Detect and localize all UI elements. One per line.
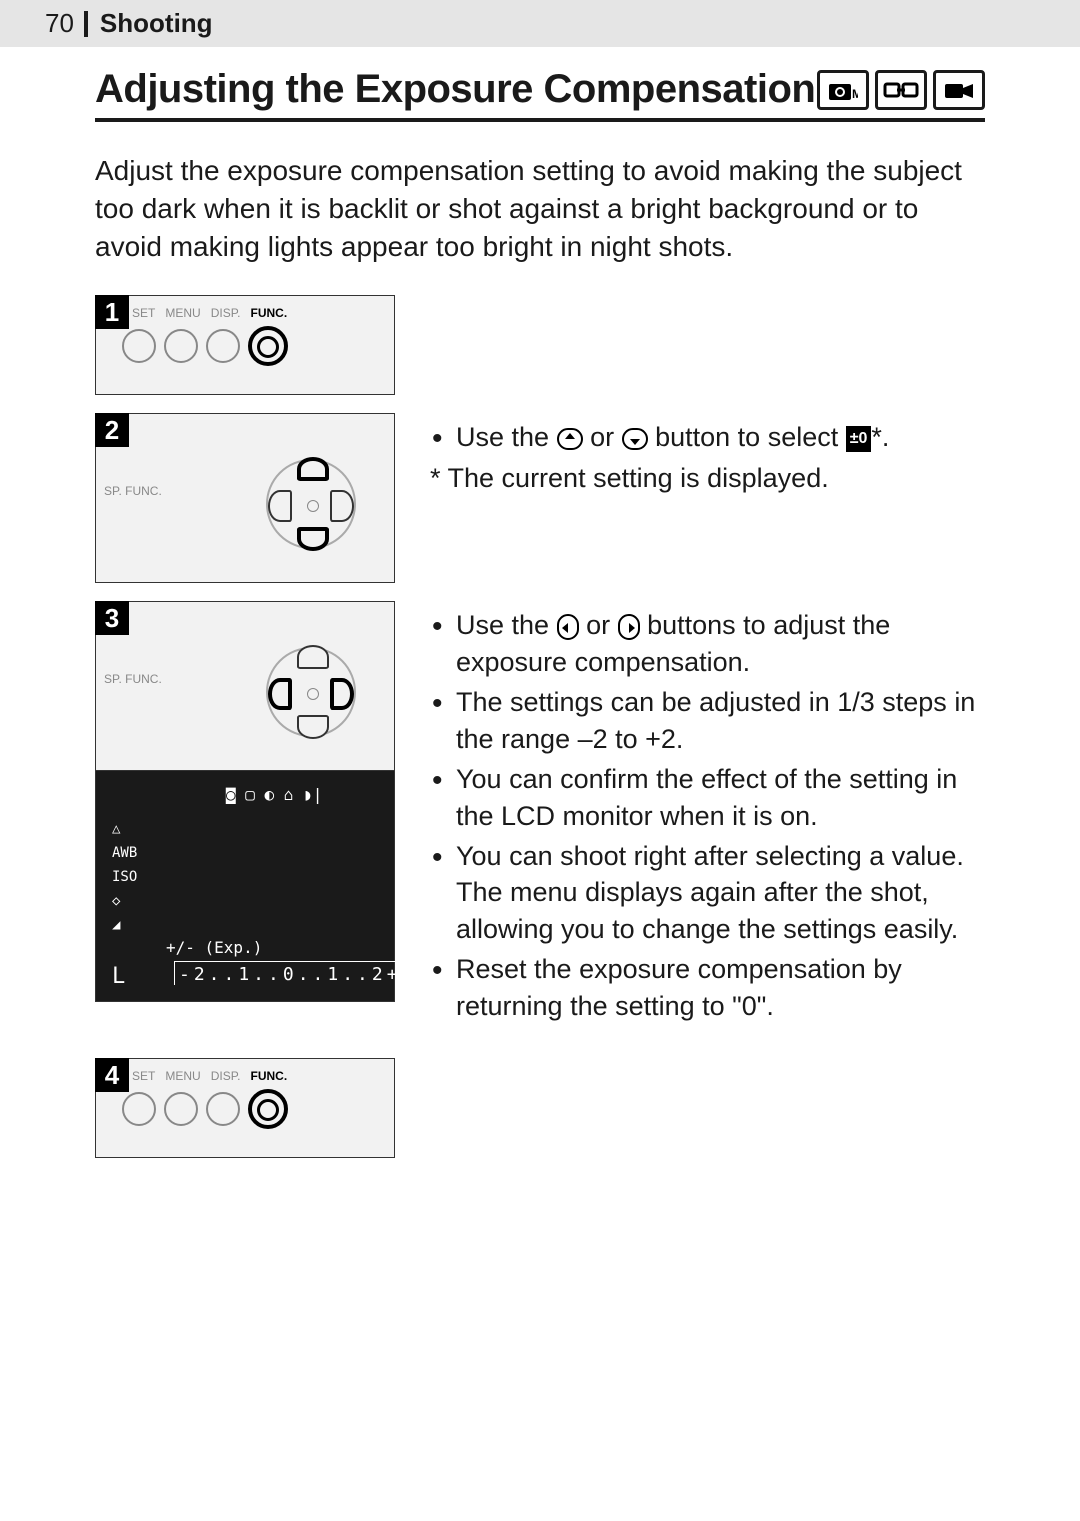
- func-button-icon: [248, 1089, 288, 1129]
- step-3-notes: Use the or buttons to adjust the exposur…: [430, 601, 985, 1028]
- dpad-icon: [266, 647, 356, 737]
- mode-icons: M: [817, 70, 985, 110]
- movie-icon: [933, 70, 985, 110]
- step-number-1: 1: [95, 295, 129, 329]
- svg-text:M: M: [852, 87, 858, 101]
- lcd-top-icons: ◙ ▢ ◐ ⌂ ◗|: [226, 785, 322, 804]
- text: Use the: [456, 610, 557, 640]
- down-button-icon: [622, 428, 648, 450]
- disp-button-icon: [206, 1092, 240, 1126]
- step-3-bullet-2: The settings can be adjusted in 1/3 step…: [430, 684, 985, 757]
- dpad-down-icon: [297, 715, 329, 739]
- menu-button-icon: [164, 1092, 198, 1126]
- dpad-up-icon: [297, 457, 329, 481]
- lcd-screen: ◙ ▢ ◐ ⌂ ◗| △ AWB ISO ◇ ◢ +/- (Exp.) -2..…: [96, 771, 394, 1001]
- figure-step-1: SET MENU DISP. FUNC.: [95, 295, 395, 395]
- left-button-icon: [557, 614, 579, 640]
- step-2-footnote: * The current setting is displayed.: [430, 460, 985, 496]
- lcd-left-icons: △ AWB ISO ◇ ◢: [112, 821, 137, 933]
- figure-step-4: SET MENU DISP. FUNC.: [95, 1058, 395, 1158]
- func-button-icon: [248, 326, 288, 366]
- label-func: FUNC.: [250, 1069, 287, 1083]
- label-set: SET: [132, 1069, 155, 1083]
- step-3-bullet-3: You can confirm the effect of the settin…: [430, 761, 985, 834]
- label-menu: MENU: [165, 1069, 200, 1083]
- chapter-title: Shooting: [100, 8, 213, 39]
- dpad-right-icon: [330, 490, 354, 522]
- up-button-icon: [557, 428, 583, 450]
- side-label: SP. FUNC.: [104, 484, 162, 498]
- text: or: [590, 422, 622, 452]
- step-number-4: 4: [95, 1058, 129, 1092]
- label-func: FUNC.: [250, 306, 287, 320]
- ev-icon: ±0: [846, 426, 872, 452]
- set-button-icon: [122, 329, 156, 363]
- dpad-right-icon: [330, 678, 354, 710]
- step-3-bullet-1: Use the or buttons to adjust the exposur…: [430, 607, 985, 680]
- dpad-down-icon: [297, 527, 329, 551]
- intro-paragraph: Adjust the exposure compensation setting…: [0, 132, 1080, 295]
- steps-area: 1 SET MENU DISP. FUNC. 2: [0, 295, 1080, 1158]
- lcd-icon: △: [112, 821, 137, 837]
- figure-step-2: SP. FUNC.: [95, 413, 395, 583]
- lcd-icon: ◇: [112, 893, 137, 909]
- dpad-icon: [266, 459, 356, 549]
- lcd-icon: ISO: [112, 869, 137, 885]
- dpad-left-icon: [268, 678, 292, 710]
- text: Use the: [456, 422, 557, 452]
- step-number-2: 2: [95, 413, 129, 447]
- text: or: [586, 610, 618, 640]
- step-1: 1 SET MENU DISP. FUNC.: [95, 295, 985, 395]
- dpad-left-icon: [268, 490, 292, 522]
- title-row: Adjusting the Exposure Compensation M: [95, 67, 985, 122]
- lcd-icon: AWB: [112, 845, 137, 861]
- dpad-up-icon: [297, 645, 329, 669]
- lcd-exposure-label: +/- (Exp.): [166, 938, 262, 957]
- text: button to select: [655, 422, 846, 452]
- step-3-bullet-4: You can shoot right after selecting a va…: [430, 838, 985, 947]
- step-2-notes: Use the or button to select ±0*. * The c…: [430, 413, 985, 583]
- step-3-bullet-5: Reset the exposure compensation by retur…: [430, 951, 985, 1024]
- lcd-exposure-scale: -2..1..0..1..2+: [174, 961, 406, 985]
- step-number-3: 3: [95, 601, 129, 635]
- side-label: SP. FUNC.: [104, 672, 162, 686]
- camera-m-icon: M: [817, 70, 869, 110]
- page-number: 70: [45, 8, 74, 39]
- figure-step-3-top: SP. FUNC.: [95, 601, 395, 771]
- figure-step-3-lcd: ◙ ▢ ◐ ⌂ ◗| △ AWB ISO ◇ ◢ +/- (Exp.) -2..…: [95, 770, 395, 1002]
- menu-button-icon: [164, 329, 198, 363]
- lcd-icon: ◢: [112, 917, 137, 933]
- label-menu: MENU: [165, 306, 200, 320]
- label-disp: DISP.: [211, 306, 241, 320]
- right-button-icon: [618, 614, 640, 640]
- label-disp: DISP.: [211, 1069, 241, 1083]
- step-2: 2 SP. FUNC. Use the or: [95, 413, 985, 583]
- step-2-bullet: Use the or button to select ±0*.: [430, 419, 985, 455]
- lcd-size-indicator: L: [112, 964, 125, 989]
- page-title: Adjusting the Exposure Compensation: [95, 67, 817, 112]
- header-bar: 70 Shooting: [0, 0, 1080, 47]
- text: *.: [871, 422, 889, 452]
- dpad-center-icon: [307, 688, 319, 700]
- set-button-icon: [122, 1092, 156, 1126]
- separator-icon: [84, 11, 88, 37]
- dpad-center-icon: [307, 500, 319, 512]
- disp-button-icon: [206, 329, 240, 363]
- step-3: 3 SP. FUNC. ◙ ▢ ◐ ⌂ ◗| △ AWB: [95, 601, 985, 1028]
- stitch-icon: [875, 70, 927, 110]
- label-set: SET: [132, 306, 155, 320]
- step-4: 4 SET MENU DISP. FUNC.: [95, 1058, 985, 1158]
